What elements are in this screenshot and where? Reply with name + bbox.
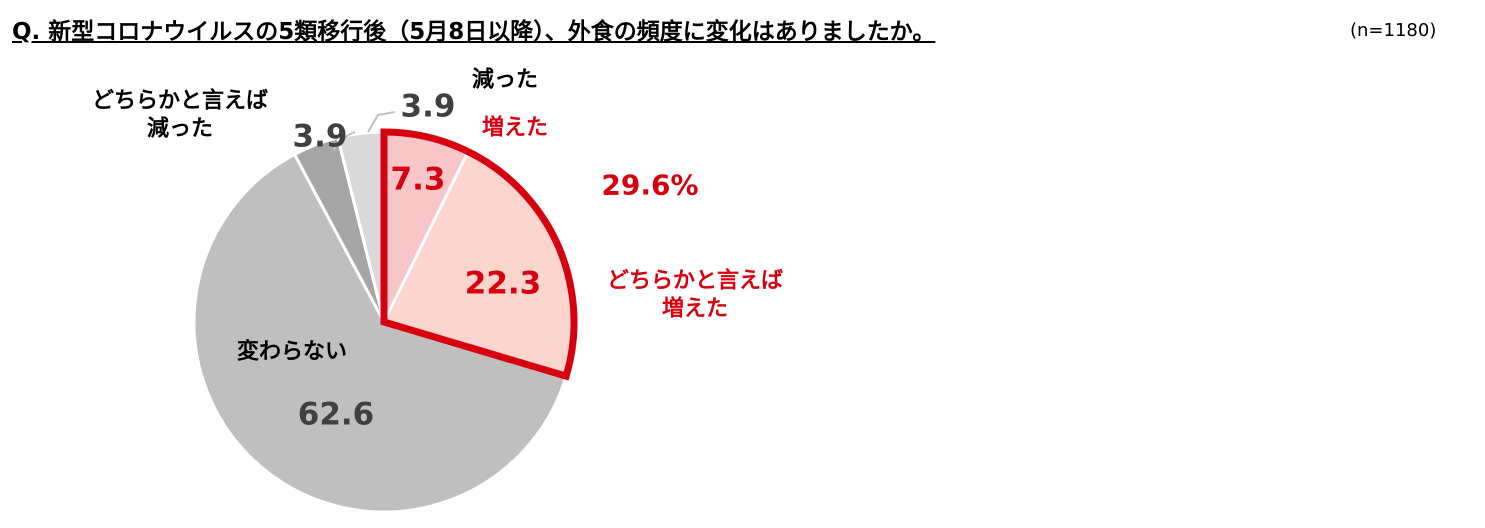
leader-line bbox=[332, 131, 356, 151]
category-label: 変わらない bbox=[236, 339, 348, 365]
chart-subtitle: (n=1180) bbox=[1350, 20, 1437, 41]
value-label: 7.3 bbox=[390, 161, 446, 198]
value-label: 22.3 bbox=[464, 265, 542, 302]
highlight-outline bbox=[380, 128, 578, 381]
category-label: 減った bbox=[471, 67, 539, 93]
highlight-total: 29.6% bbox=[601, 168, 699, 202]
leader-line bbox=[367, 111, 396, 133]
category-label: どちらかと言えば 増えた bbox=[606, 268, 784, 322]
value-label: 3.9 bbox=[292, 118, 348, 155]
category-label: 増えた bbox=[481, 115, 549, 141]
category-label: どちらかと言えば 減った bbox=[91, 88, 269, 142]
chart-title: Q. 新型コロナウイルスの5類移行後（5月8日以降）、外食の頻度に変化はありまし… bbox=[12, 19, 936, 45]
value-label: 62.6 bbox=[297, 396, 375, 433]
pie-slice bbox=[192, 152, 568, 514]
value-label: 3.9 bbox=[400, 88, 456, 125]
